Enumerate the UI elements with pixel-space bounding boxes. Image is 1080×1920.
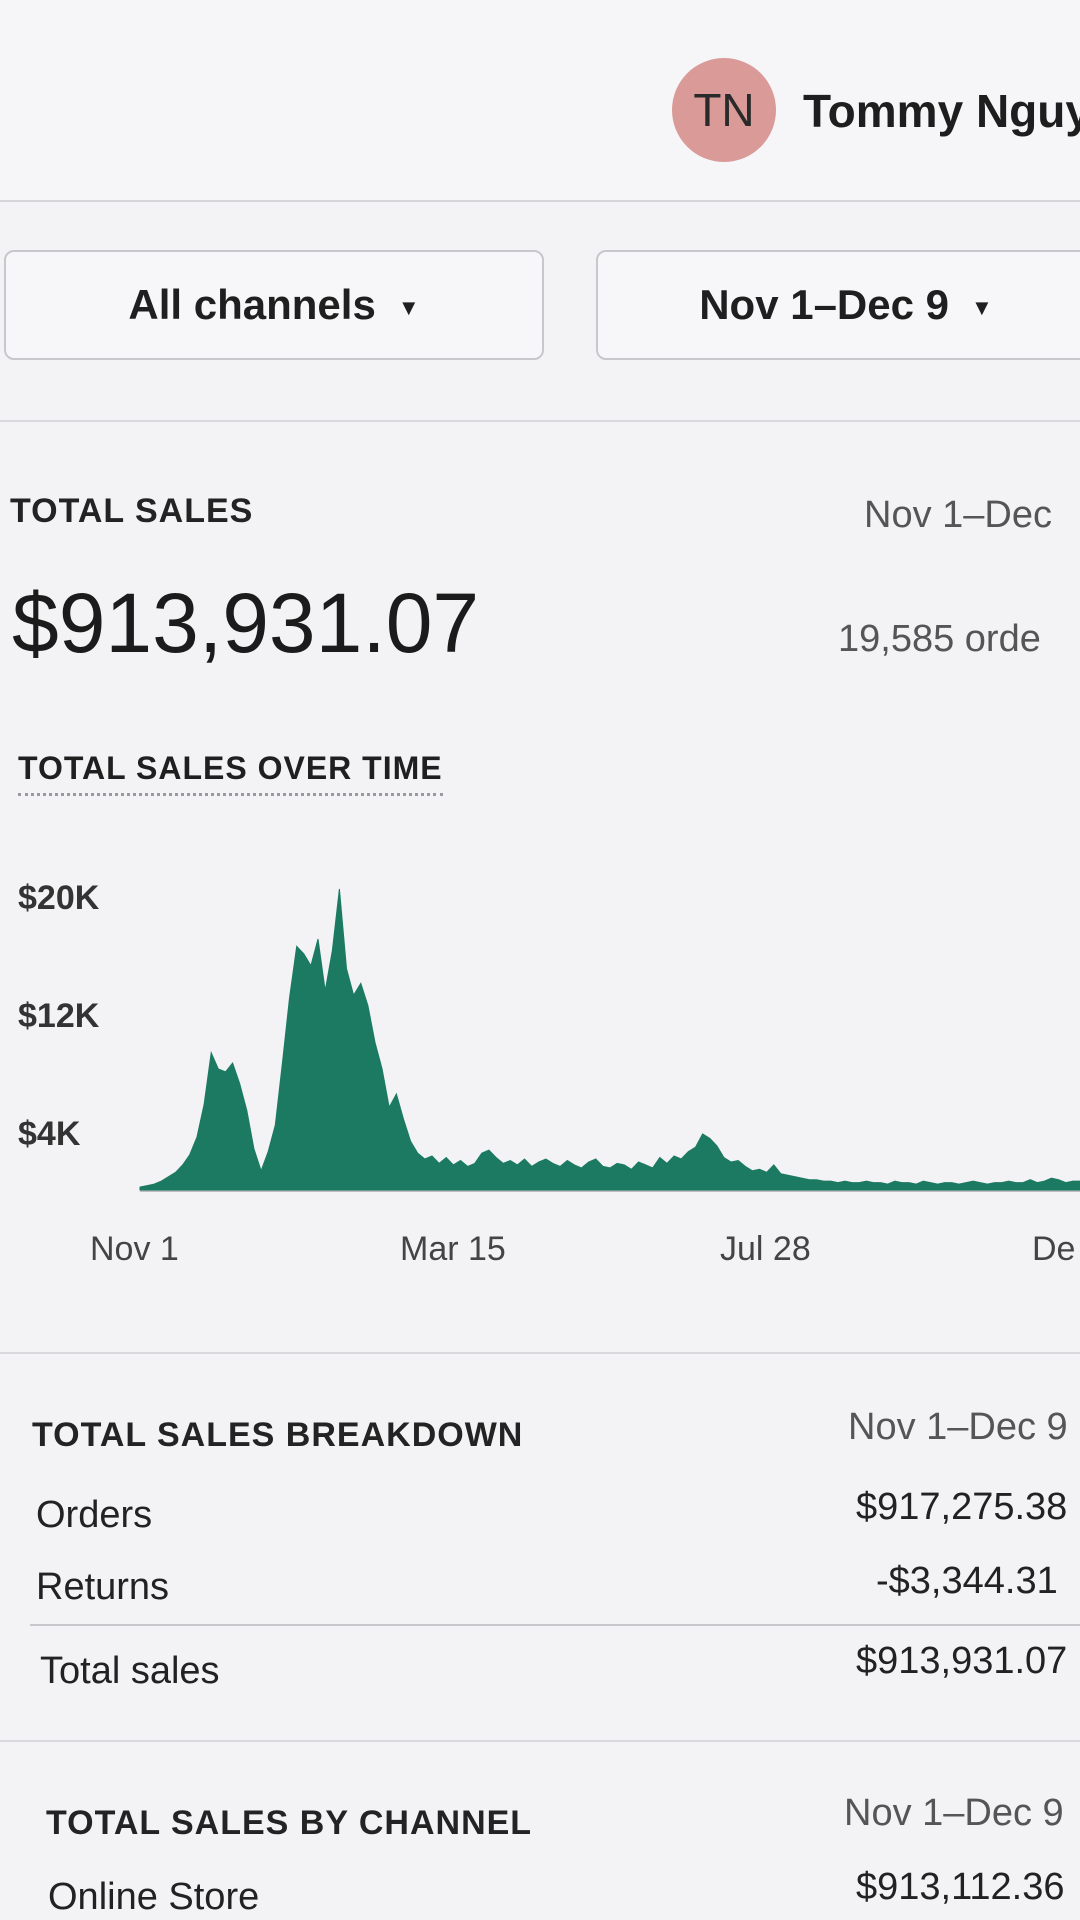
breakdown-title: TOTAL SALES BREAKDOWN <box>32 1416 524 1454</box>
breakdown-value-orders: $917,275.38 <box>856 1486 1068 1528</box>
by-channel-date: Nov 1–Dec 9 <box>844 1792 1064 1834</box>
total-sales-title: TOTAL SALES <box>10 492 254 530</box>
breakdown-total-rule <box>30 1624 1080 1626</box>
breakdown-label-returns: Returns <box>36 1566 170 1608</box>
y-tick-label: $20K <box>18 879 100 917</box>
y-tick-label: $12K <box>18 997 100 1035</box>
x-tick-label: Nov 1 <box>90 1230 179 1268</box>
total-sales-date: Nov 1–Dec <box>864 494 1052 536</box>
date-range-dropdown[interactable]: Nov 1–Dec 9 ▼ <box>596 250 1080 360</box>
x-tick-label: De <box>1032 1230 1075 1268</box>
section-divider <box>0 1740 1080 1742</box>
y-tick-label: $4K <box>18 1115 81 1153</box>
avatar-initials: TN <box>693 84 755 136</box>
user-name[interactable]: Tommy Nguy <box>803 85 1080 137</box>
caret-down-icon: ▼ <box>971 295 993 320</box>
x-tick-label: Jul 28 <box>720 1230 811 1268</box>
section-divider <box>0 420 1080 422</box>
filter-row: All channels ▼ Nov 1–Dec 9 ▼ <box>0 200 1080 420</box>
sales-series-area[interactable] <box>139 888 1080 1191</box>
breakdown-value-returns: -$3,344.31 <box>876 1560 1058 1602</box>
top-bar: TN Tommy Nguy <box>0 0 1080 202</box>
breakdown-label-total: Total sales <box>40 1650 220 1692</box>
orders-count: 19,585 orde <box>838 618 1041 660</box>
breakdown-value-total: $913,931.07 <box>856 1640 1068 1682</box>
by-channel-title: TOTAL SALES BY CHANNEL <box>46 1804 533 1842</box>
date-range-dropdown-label: Nov 1–Dec 9 <box>699 281 950 328</box>
channel-label-online-store[interactable]: Online Store <box>48 1876 260 1918</box>
total-sales-amount: $913,931.07 <box>12 576 480 670</box>
sales-over-time-chart[interactable]: $20K $12K $4K Nov 1 Mar 15 Jul 28 De <box>0 840 1080 1280</box>
channel-value-online-store: $913,112.36 <box>856 1866 1065 1908</box>
section-divider <box>0 1352 1080 1354</box>
chart-title[interactable]: TOTAL SALES OVER TIME <box>18 750 443 796</box>
x-tick-label: Mar 15 <box>400 1230 506 1268</box>
caret-down-icon: ▼ <box>397 295 420 320</box>
breakdown-label-orders: Orders <box>36 1494 153 1536</box>
channel-dropdown[interactable]: All channels ▼ <box>4 250 544 360</box>
breakdown-date: Nov 1–Dec 9 <box>848 1406 1068 1448</box>
avatar[interactable]: TN <box>672 58 776 162</box>
channel-dropdown-label: All channels <box>128 281 376 328</box>
